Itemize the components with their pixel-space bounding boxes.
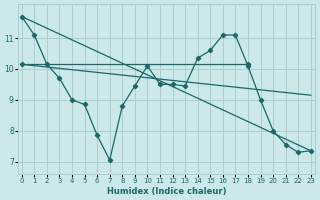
X-axis label: Humidex (Indice chaleur): Humidex (Indice chaleur) (107, 187, 226, 196)
